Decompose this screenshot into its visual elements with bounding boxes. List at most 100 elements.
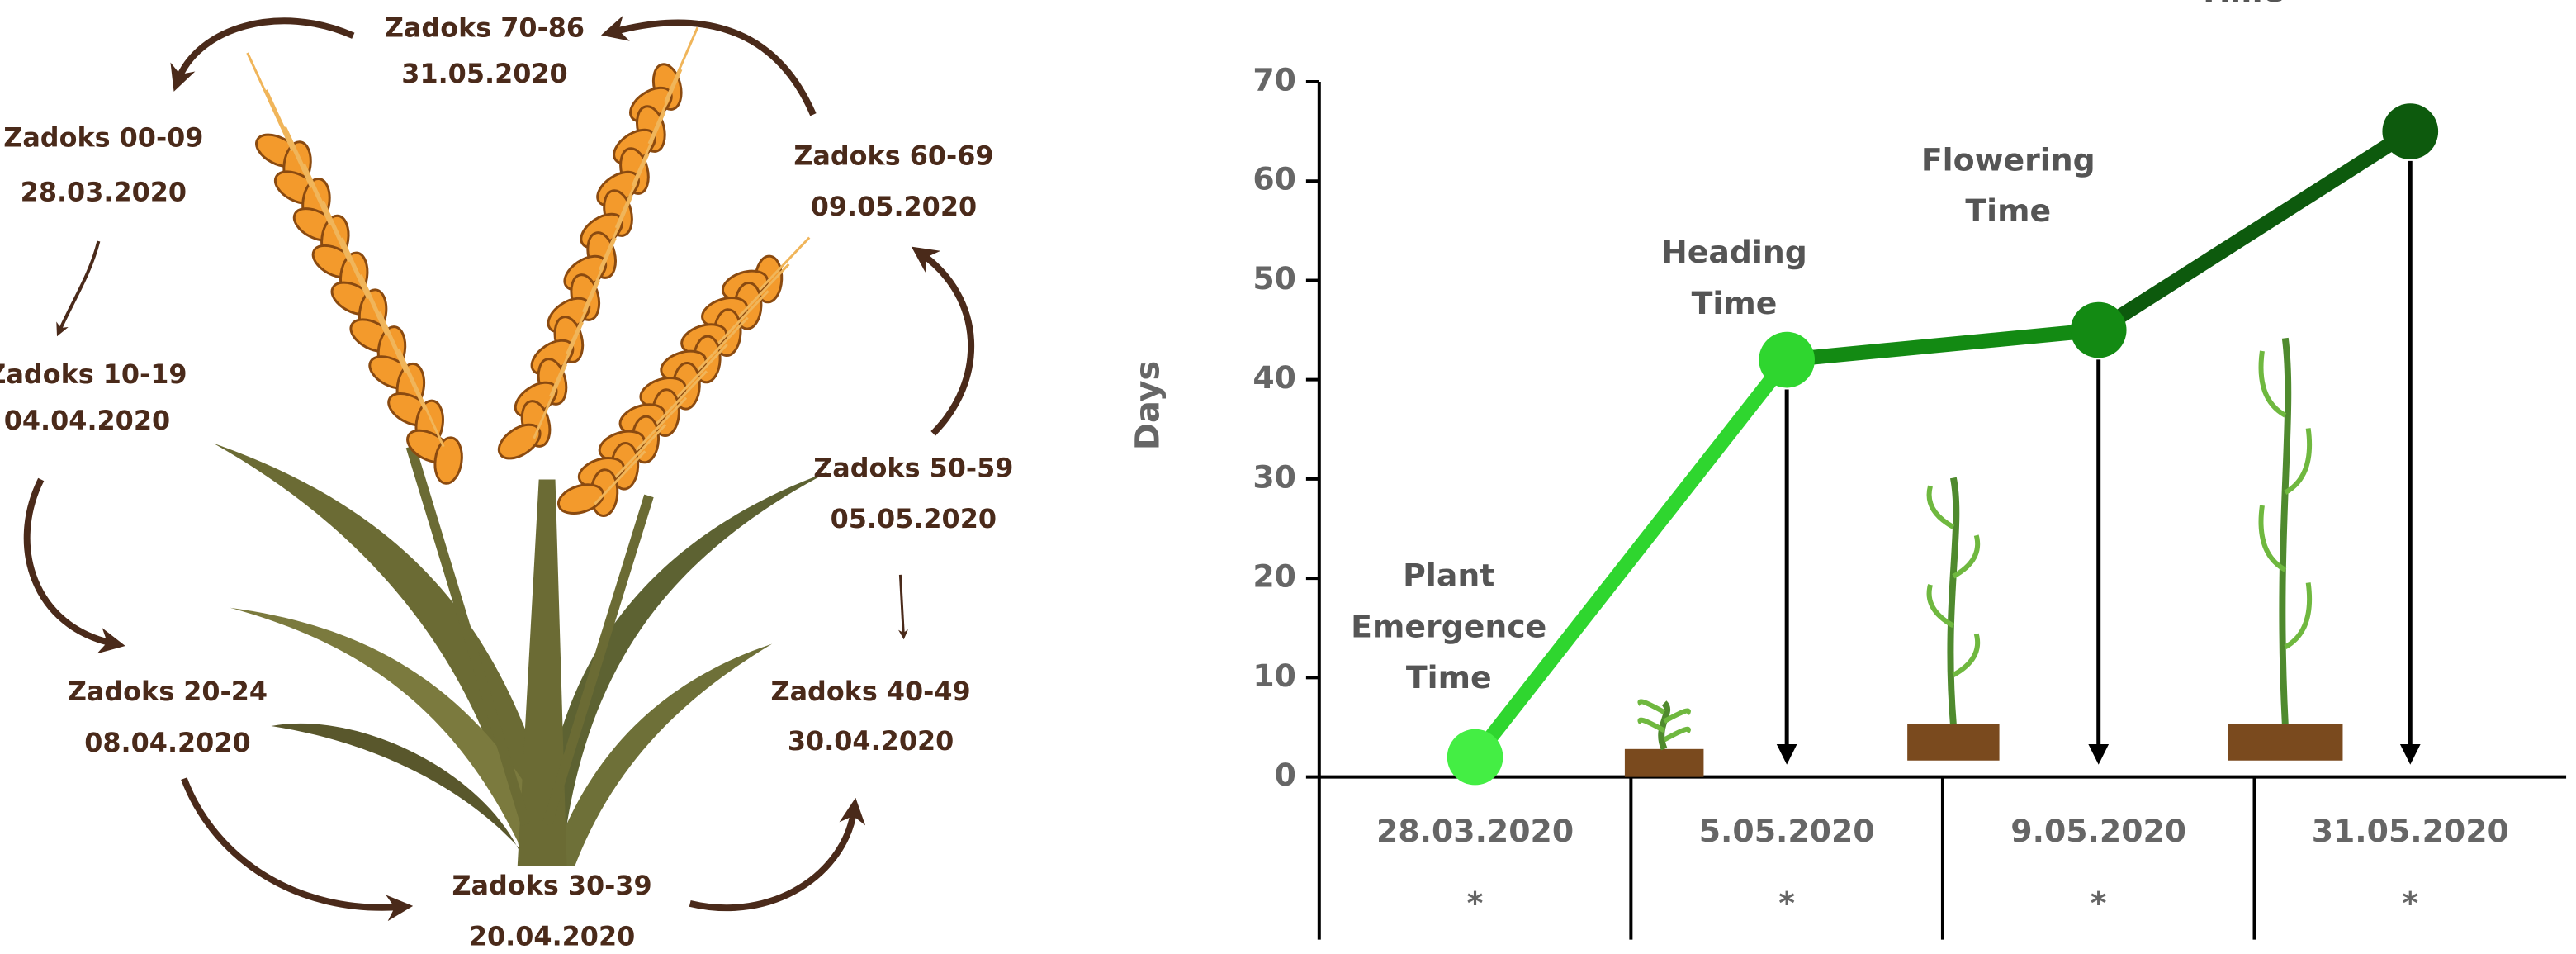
- awn: [246, 52, 294, 152]
- stage-name: Zadoks 50-59: [813, 453, 1013, 484]
- plant-leaf: [1926, 485, 1955, 529]
- arrow: [689, 797, 866, 912]
- category-note: *: [2402, 885, 2418, 921]
- y-tick-label: 0: [1275, 757, 1296, 793]
- awn: [614, 153, 650, 229]
- awn: [359, 274, 407, 373]
- y-tick-label: 40: [1252, 359, 1296, 396]
- awn: [614, 423, 667, 479]
- data-point: [1447, 729, 1503, 786]
- stage-date: 31.05.2020: [401, 58, 567, 89]
- awn: [321, 200, 370, 300]
- point-label-line: Emergence: [1351, 608, 1546, 644]
- point-label-line: Flowering: [1921, 142, 2095, 178]
- category-note: *: [1467, 885, 1484, 921]
- grain: [433, 436, 463, 485]
- awn: [549, 321, 584, 397]
- awn: [533, 363, 568, 439]
- point-label: Flowering Time: [1921, 142, 2095, 230]
- stage-date: 09.05.2020: [811, 191, 977, 222]
- grain: [556, 483, 604, 515]
- plant-leaf: [1663, 726, 1691, 743]
- category-note: *: [2091, 885, 2107, 921]
- point-label-line: Time: [1406, 659, 1492, 695]
- y-tick-label: 10: [1252, 657, 1296, 694]
- arrow: [56, 240, 101, 337]
- awn: [664, 26, 699, 102]
- y-tick-label: 30: [1252, 458, 1296, 495]
- stage-labels: Zadoks 00-09 28.03.2020 Zadoks 10-19 04.04.…: [0, 12, 1013, 952]
- x-tick-label: 9.05.2020: [2010, 813, 2186, 849]
- stage-date: 20.04.2020: [469, 921, 635, 952]
- plant-leaf: [1952, 534, 1981, 579]
- awn: [696, 316, 749, 372]
- awn: [302, 163, 351, 263]
- point-label-line: Time: [1965, 192, 2051, 229]
- wheat-illustration: [213, 26, 830, 866]
- data-point: [1759, 331, 1815, 388]
- leaf: [550, 643, 773, 866]
- point-label: Heading Time: [1661, 234, 1807, 321]
- leaf: [230, 607, 551, 866]
- plant-leaf: [2258, 350, 2287, 418]
- awn: [634, 396, 688, 452]
- arrow: [23, 477, 125, 654]
- awn: [737, 263, 790, 319]
- stem: [542, 494, 654, 827]
- arrow: [170, 17, 355, 92]
- plant-leaf: [1663, 708, 1691, 724]
- soil: [2228, 724, 2343, 761]
- point-label: HarvestingTime: [2145, 0, 2338, 9]
- y-tick-label: 60: [1252, 161, 1296, 197]
- category-note: *: [1778, 885, 1795, 921]
- plant-leaf: [1637, 717, 1666, 733]
- stage-name: Zadoks 00-09: [3, 122, 203, 154]
- awn: [598, 195, 633, 271]
- y-axis-label: Days: [1129, 361, 1167, 450]
- awn: [397, 348, 445, 448]
- line-segment: [1786, 322, 2100, 368]
- cycle-arrows: [23, 15, 975, 922]
- plant-leaf: [2284, 582, 2313, 650]
- stage-date: 05.05.2020: [831, 503, 997, 534]
- y-tick-label: 20: [1252, 558, 1296, 595]
- data-point: [2382, 103, 2439, 159]
- awn: [582, 237, 617, 313]
- stage-date: 30.04.2020: [788, 725, 954, 757]
- x-tick-label: 28.03.2020: [1376, 813, 1574, 849]
- arrow: [911, 246, 975, 436]
- chart: Days 0 10 20 30 40 50 60 70 28.03.2020 * 5.05.2020…: [1129, 0, 2567, 940]
- stage-name: Zadoks 70-86: [385, 12, 585, 43]
- point-label-line: Plant: [1403, 558, 1494, 594]
- stage-name: Zadoks 30-39: [452, 870, 651, 901]
- plant-leaf: [2284, 428, 2313, 496]
- soil: [1907, 724, 2000, 761]
- awn: [647, 69, 683, 145]
- point-label-line: Time: [2198, 0, 2284, 9]
- point-label-line: Time: [1692, 285, 1778, 321]
- arrow: [600, 15, 817, 116]
- x-tick-label: 31.05.2020: [2312, 813, 2509, 849]
- stage-name: Zadoks 10-19: [0, 358, 187, 390]
- awn: [631, 111, 666, 187]
- stage-name: Zadoks 20-24: [68, 676, 268, 707]
- x-tick-label: 5.05.2020: [1699, 813, 1875, 849]
- data-point: [2070, 301, 2127, 358]
- stage-name: Zadoks 40-49: [770, 676, 970, 707]
- wheat-ears: [246, 26, 811, 517]
- point-label: Plant Emergence Time: [1351, 558, 1546, 695]
- y-tick-label: 70: [1252, 61, 1296, 97]
- soil: [1624, 748, 1704, 777]
- awn: [675, 343, 728, 399]
- line-segment: [2094, 125, 2415, 337]
- plant-leaf: [2258, 505, 2287, 572]
- plant-leaf: [1637, 699, 1666, 714]
- awn: [265, 89, 313, 188]
- y-tick-label: 50: [1252, 260, 1296, 297]
- awn: [378, 311, 426, 411]
- awn: [655, 370, 708, 425]
- stem: [405, 444, 531, 827]
- plant-stem: [2279, 337, 2292, 725]
